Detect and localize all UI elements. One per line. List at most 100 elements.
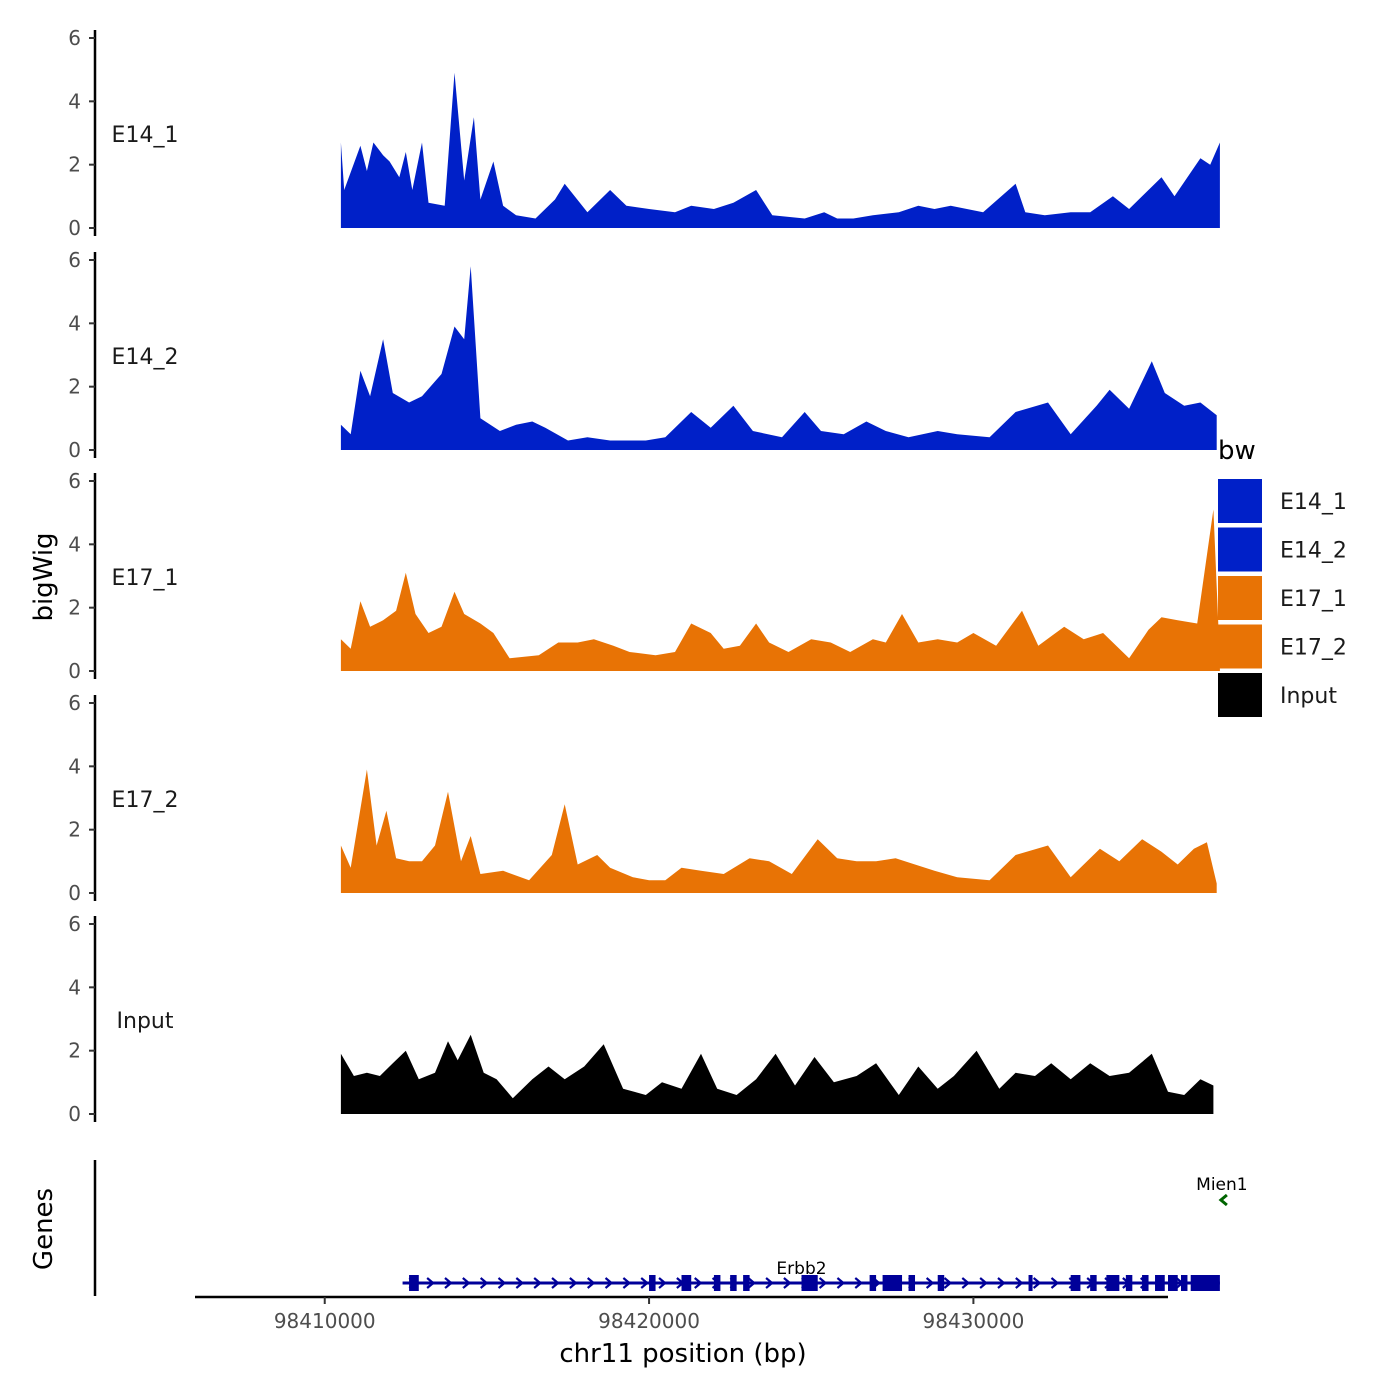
exon-Erbb2-12 (1028, 1275, 1033, 1291)
exon-Erbb2-6 (743, 1275, 750, 1291)
y-tick-label-E14_1-0: 0 (68, 216, 81, 240)
legend-key-Input (1218, 673, 1262, 717)
coverage-area-E14_1 (340, 72, 1220, 228)
strand-arrow (747, 1277, 756, 1289)
exon-Erbb2-9 (882, 1275, 903, 1291)
coverage-area-Input (340, 1034, 1214, 1114)
y-tick-label-E14_1-6: 6 (68, 26, 81, 50)
y-tick-label-E14_2-6: 6 (68, 248, 81, 272)
y-tick-label-Input-6: 6 (68, 912, 81, 936)
y-tick-label-E17_2-2: 2 (68, 818, 81, 842)
strand-arrow (533, 1277, 542, 1289)
exon-Erbb2-5 (730, 1275, 737, 1291)
legend-key-E17_2 (1218, 624, 1262, 669)
exon-Erbb2-19 (1168, 1275, 1178, 1291)
strand-arrow (961, 1277, 971, 1289)
strand-arrow (479, 1277, 489, 1289)
track-label-Input: Input (117, 1009, 174, 1034)
strand-arrow (997, 1277, 1006, 1289)
gene-arrow-Mien1 (1218, 1193, 1228, 1207)
x-axis-title: chr11 position (bp) (559, 1339, 806, 1369)
exon-Erbb2-1 (409, 1275, 419, 1291)
exon-Erbb2-15 (1106, 1275, 1120, 1291)
y-tick-label-Input-2: 2 (68, 1039, 81, 1063)
strand-arrow (765, 1277, 774, 1289)
exon-Erbb2-11 (937, 1275, 945, 1291)
track-label-E17_1: E17_1 (112, 566, 179, 591)
strand-arrow (622, 1277, 632, 1289)
legend-label-E17_1: E17_1 (1280, 587, 1347, 612)
strand-arrow (818, 1277, 828, 1289)
strand-arrow (604, 1277, 614, 1289)
gene-name-Erbb2: Erbb2 (776, 1259, 826, 1279)
strand-arrow (462, 1277, 471, 1289)
strand-arrow (925, 1277, 935, 1289)
strand-arrow (783, 1277, 792, 1289)
y-tick-label-E17_2-4: 4 (68, 754, 81, 778)
y-tick-label-E14_2-2: 2 (68, 375, 81, 399)
exon-Erbb2-20 (1180, 1275, 1188, 1291)
strand-arrow (497, 1277, 507, 1289)
exon-Erbb2-4 (713, 1275, 721, 1291)
x-tick-label-98410000: 98410000 (274, 1309, 376, 1333)
exon-Erbb2-2 (649, 1275, 656, 1291)
track-label-E17_2: E17_2 (112, 788, 179, 813)
y-tick-label-E14_1-2: 2 (68, 153, 81, 177)
exon-Erbb2-18 (1155, 1275, 1165, 1291)
strand-arrow (1032, 1277, 1042, 1289)
strand-arrow (426, 1277, 435, 1289)
strand-arrow (694, 1277, 703, 1289)
exon-Erbb2-10 (908, 1275, 916, 1291)
strand-arrow (836, 1277, 846, 1289)
strand-arrow (640, 1277, 649, 1289)
y-tick-label-Input-0: 0 (68, 1102, 81, 1126)
coverage-area-E17_1 (340, 509, 1220, 671)
exon-Erbb2-17 (1142, 1275, 1149, 1291)
y-tick-label-Input-4: 4 (68, 975, 81, 999)
y-tick-label-E14_2-0: 0 (68, 438, 81, 462)
coverage-area-E14_2 (340, 266, 1217, 450)
track-label-E14_1: E14_1 (112, 123, 179, 148)
legend-title: bw (1218, 436, 1256, 466)
exon-Erbb2-14 (1090, 1275, 1097, 1291)
strand-arrow (515, 1277, 525, 1289)
exon-Erbb2-13 (1070, 1275, 1081, 1291)
legend-label-Input: Input (1280, 684, 1337, 709)
strand-arrow (1050, 1277, 1060, 1289)
coverage-area-E17_2 (340, 769, 1217, 893)
y-tick-label-E17_2-0: 0 (68, 881, 81, 905)
strand-arrow (1015, 1277, 1024, 1289)
y-tick-label-E14_1-4: 4 (68, 89, 81, 113)
legend-key-E14_2 (1218, 527, 1262, 572)
strand-arrow (586, 1277, 596, 1289)
y-axis-title: bigWig (29, 532, 59, 621)
exon-Erbb2-16 (1125, 1275, 1133, 1291)
genes-axis-title: Genes (29, 1188, 59, 1270)
strand-arrow (979, 1277, 988, 1289)
exon-Erbb2-3 (681, 1275, 692, 1291)
legend-label-E14_2: E14_2 (1280, 539, 1347, 564)
track-label-E14_2: E14_2 (112, 345, 179, 370)
strand-arrow (444, 1277, 453, 1289)
strand-arrow (551, 1277, 560, 1289)
strand-arrow (943, 1277, 953, 1289)
exon-Erbb2-8 (869, 1275, 877, 1291)
strand-arrow (658, 1277, 667, 1289)
y-tick-label-E17_1-2: 2 (68, 596, 81, 620)
exon-Erbb2-7 (801, 1275, 818, 1291)
strand-arrow (854, 1277, 863, 1289)
strand-arrow (569, 1277, 578, 1289)
exon-Erbb2-21 (1190, 1275, 1220, 1291)
gene-name-Mien1: Mien1 (1196, 1175, 1247, 1195)
legend-key-E14_1 (1218, 479, 1262, 523)
y-tick-label-E14_2-4: 4 (68, 311, 81, 335)
x-tick-label-98430000: 98430000 (923, 1309, 1025, 1333)
legend-label-E14_1: E14_1 (1280, 490, 1347, 515)
y-tick-label-E17_2-6: 6 (68, 691, 81, 715)
y-tick-label-E17_1-4: 4 (68, 532, 81, 556)
x-tick-label-98420000: 98420000 (598, 1309, 700, 1333)
legend-label-E17_2: E17_2 (1280, 636, 1347, 661)
y-tick-label-E17_1-0: 0 (68, 659, 81, 683)
y-tick-label-E17_1-6: 6 (68, 469, 81, 493)
